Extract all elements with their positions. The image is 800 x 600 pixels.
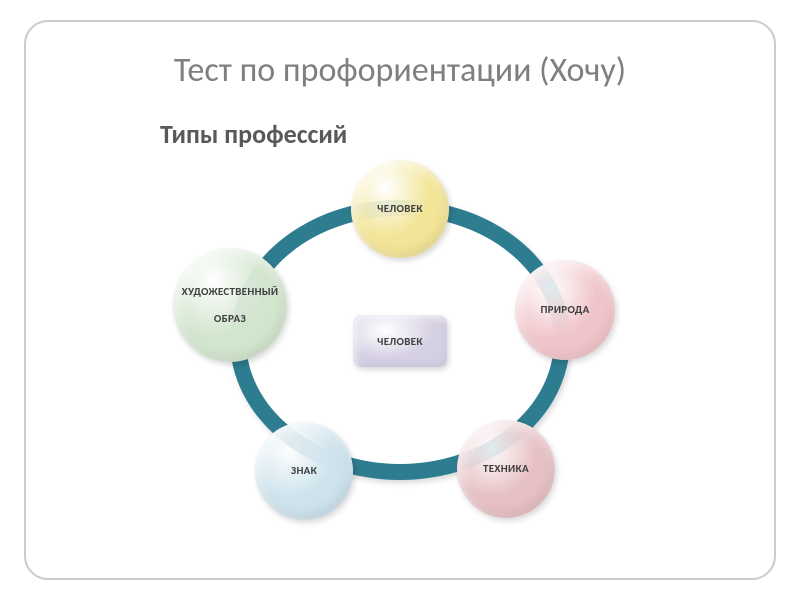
diagram-node: ЗНАК (255, 422, 353, 520)
diagram-node: ЧЕЛОВЕК (351, 160, 449, 258)
diagram-center-node: ЧЕЛОВЕК (353, 315, 447, 367)
diagram-node: ПРИРОДА (515, 260, 615, 360)
center-label: ЧЕЛОВЕК (377, 335, 423, 348)
node-label: ХУДОЖЕСТВЕННЫЙ (182, 285, 279, 298)
page-subtitle: Типы профессий (160, 118, 347, 150)
node-label: ОБРАЗ (214, 312, 246, 325)
diagram-node: ХУДОЖЕСТВЕННЫЙ ОБРАЗ (173, 248, 287, 362)
cycle-diagram: ЧЕЛОВЕК ПРИРОДА ТЕХНИКА ЗНАК ХУДОЖЕСТВЕННЫЙ О… (175, 170, 625, 550)
page-title: Тест по профориентации (Хочу) (0, 50, 800, 91)
diagram-node: ТЕХНИКА (457, 420, 555, 518)
